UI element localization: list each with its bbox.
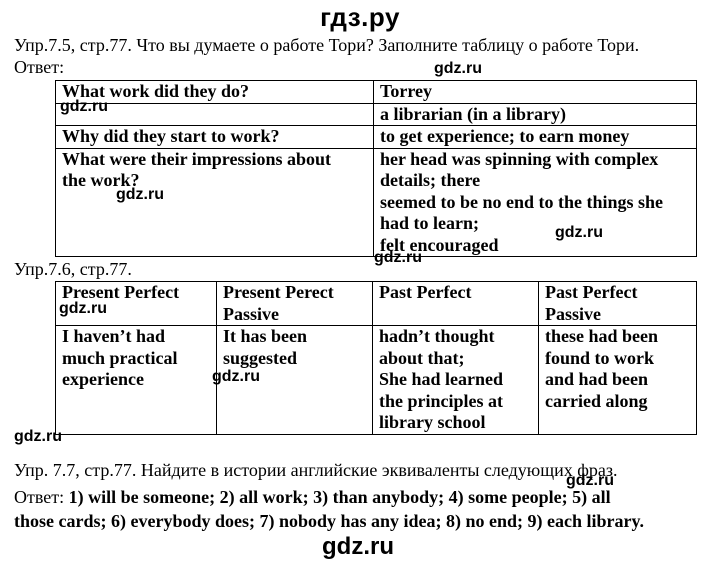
table-cell-reason-answer: to get experience; to earn money [373, 125, 697, 149]
table-cell-work-answer: a librarian (in a library) [373, 102, 697, 126]
text-line: I haven’t had [62, 326, 166, 346]
text-line: seemed to be no end to the things she [380, 191, 664, 212]
text-line: her head was spinning with complex [380, 148, 659, 169]
text-line: details; there [380, 170, 481, 190]
answer-text-line: 1) will be someone; 2) all work; 3) than… [68, 487, 611, 507]
table-header-present-perfect-passive: Present Perect Passive [216, 281, 373, 326]
text-line: found to work [545, 347, 655, 368]
text-line: these had been [545, 326, 659, 346]
text-line: library school [379, 412, 486, 432]
answer-text-line: those cards; 6) everybody does; 7) nobod… [14, 511, 645, 531]
text-line: What were their impressions about [62, 148, 332, 169]
text-line: and had been [545, 369, 649, 389]
watermark: gdz.ru [116, 186, 164, 203]
text-line: much practical [62, 347, 178, 368]
text-line: Past Perfect [545, 282, 638, 302]
impressions-table: What work did they do? Torrey a libraria… [55, 80, 697, 257]
text-line: She had learned [379, 369, 504, 389]
watermark: gdz.ru [555, 224, 603, 241]
table-header-name: Torrey [373, 80, 697, 104]
answer-label: Ответ: [14, 57, 65, 77]
watermark: gdz.ru [374, 249, 422, 266]
text-line: Passive [223, 303, 279, 324]
watermark: gdz.ru [60, 98, 108, 115]
exercise-7-6-task: Упр.7.6, стр.77. [14, 259, 132, 279]
text-line: had to learn; [380, 213, 479, 233]
text-line: Past Perfect [379, 282, 472, 302]
text-line: Passive [545, 303, 601, 324]
table-cell-present-perfect-passive: It has been suggested [216, 325, 373, 435]
text-line: carried along [545, 390, 648, 411]
table-header-present-perfect: Present Perfect [55, 281, 217, 326]
text-line: It has been [223, 326, 308, 346]
table-cell-impressions-answer: her head was spinning with complex detai… [373, 147, 697, 257]
watermark: gdz.ru [212, 368, 260, 385]
text-line: felt encouraged [380, 234, 499, 255]
table-header-question: What work did they do? [55, 80, 374, 104]
tenses-table: Present Perfect Present Perect Passive P… [55, 281, 697, 435]
watermark: gdz.ru [566, 472, 614, 489]
exercise-7-7-task: Упр. 7.7, стр.77. Найдите в истории англ… [14, 460, 618, 480]
answer-label: Ответ: [14, 487, 65, 507]
exercise-7-5-task: Упр.7.5, стр.77. Что вы думаете о работе… [14, 35, 640, 55]
table-cell-present-perfect: I haven’t had much practical experience [55, 325, 217, 435]
text-line: experience [62, 369, 144, 389]
watermark-footer: gdz.ru [322, 533, 394, 560]
watermark: gdz.ru [14, 428, 62, 445]
text-line: Present Perfect [62, 282, 180, 302]
table-cell-question: Why did they start to work? [55, 125, 374, 149]
watermark: gdz.ru [59, 300, 107, 317]
text-line: Present Perect [223, 282, 334, 302]
table-header-past-perfect: Past Perfect [372, 281, 539, 326]
watermark: gdz.ru [434, 60, 482, 77]
table-cell-past-perfect-passive: these had been found to work and had bee… [538, 325, 697, 435]
text-line: the work? [62, 170, 140, 190]
text-line: suggested [223, 347, 298, 368]
table-header-past-perfect-passive: Past Perfect Passive [538, 281, 697, 326]
site-title: гдз.ру [320, 2, 400, 32]
text-line: hadn’t thought [379, 326, 495, 346]
table-cell-question: What were their impressions about the wo… [55, 147, 374, 257]
text-line: the principles at [379, 390, 503, 411]
table-cell-past-perfect: hadn’t thought about that; She had learn… [372, 325, 539, 435]
text-line: about that; [379, 347, 465, 368]
exercise-7-7-answer: Ответ: 1) will be someone; 2) all work; … [14, 486, 611, 508]
